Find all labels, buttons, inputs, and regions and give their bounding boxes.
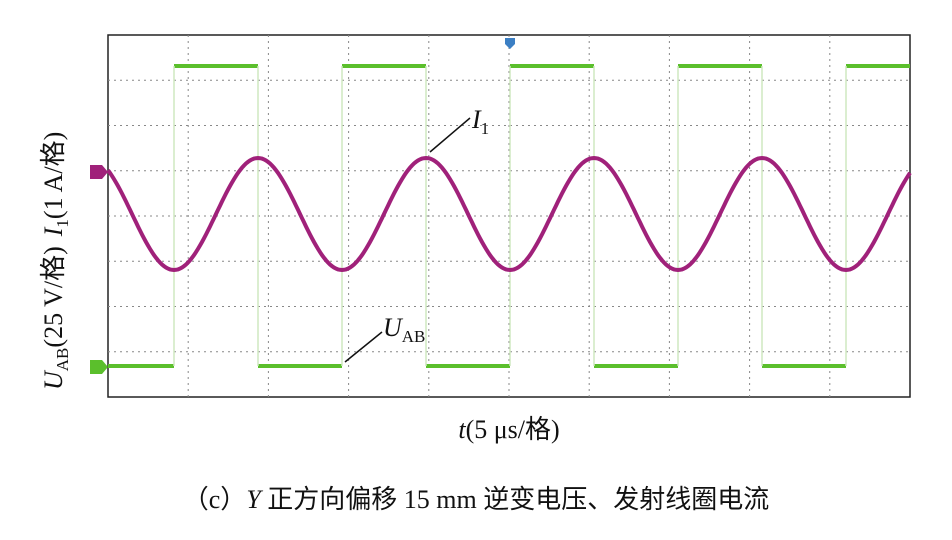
current-trace <box>106 155 912 273</box>
voltage-annotation: UAB <box>383 313 425 346</box>
trigger-marker <box>505 38 515 49</box>
current-annotation: I1 <box>471 105 489 138</box>
voltage-edges <box>173 66 847 366</box>
current-leader <box>429 117 471 153</box>
y-axis-label: UAB(25 V/格)I1(1 A/格) <box>39 132 72 390</box>
caption: （c）Y 正方向偏移 15 mm 逆变电压、发射线圈电流 <box>183 485 769 514</box>
x-axis-label: t(5 μs/格) <box>458 415 559 444</box>
voltage-marker <box>90 360 108 374</box>
current-marker <box>90 165 108 179</box>
grid <box>108 35 910 397</box>
voltage-trace <box>108 64 910 368</box>
voltage-leader <box>344 331 383 363</box>
